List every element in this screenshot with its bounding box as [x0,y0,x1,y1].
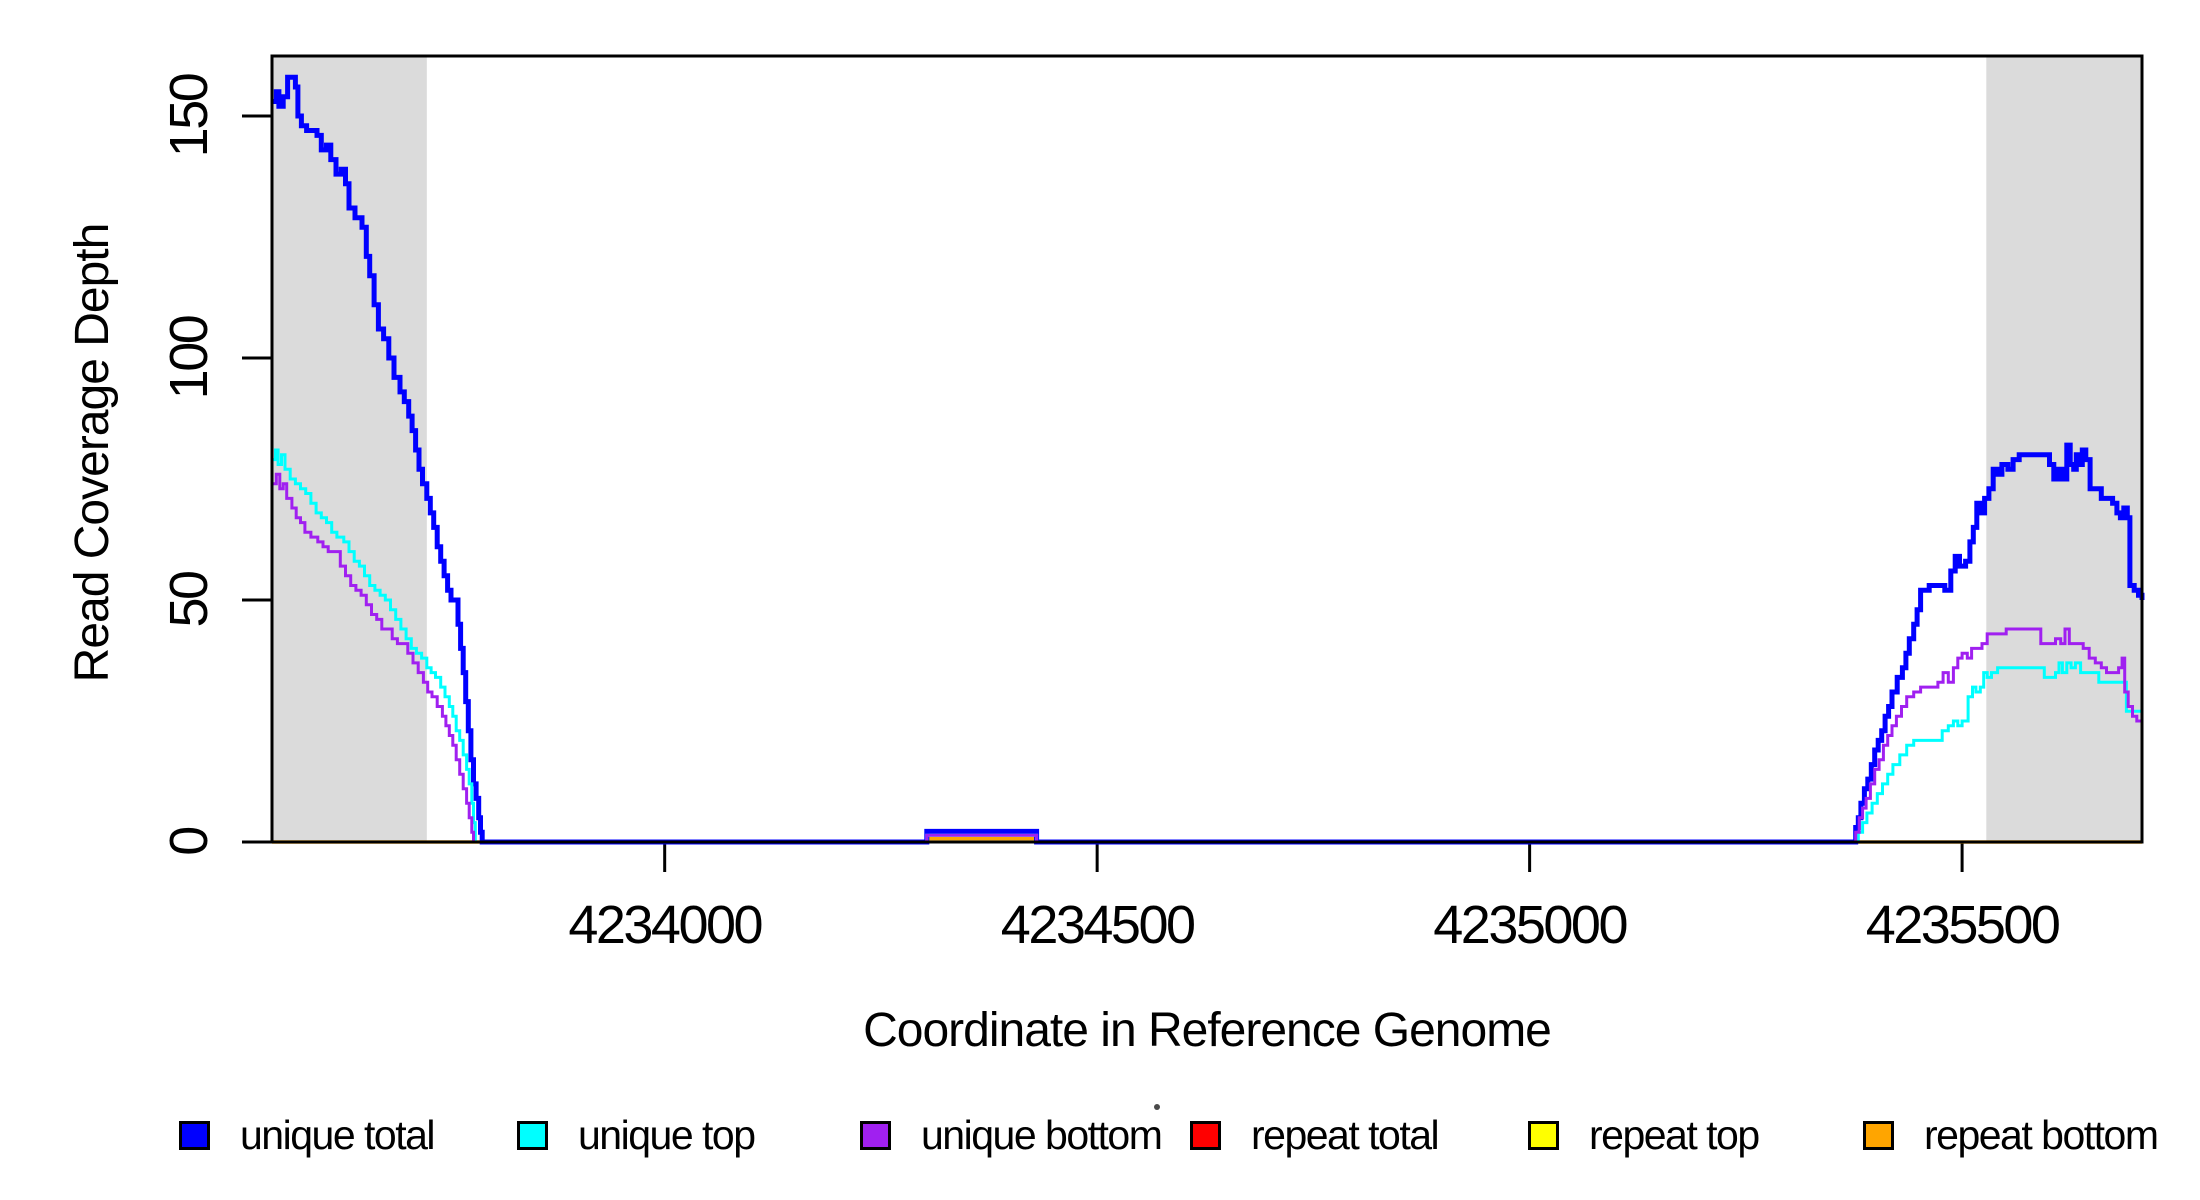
legend-swatch-unique-top [517,1120,548,1150]
x-tick-label: 4234000 [568,895,761,955]
chart-legend: unique total unique top unique bottom repea… [0,0,2200,1158]
legend-label: repeat top [1589,1111,1760,1158]
legend-label: repeat total [1251,1111,1440,1158]
stray-dot [1154,1104,1160,1110]
y-tick-label: 100 [159,316,219,399]
legend-item-repeat-total: repeat total [1190,1112,1440,1158]
plot-border [270,54,2144,844]
legend-swatch-unique-total [179,1120,210,1150]
legend-item-unique-top: unique top [517,1112,756,1158]
tick-labels: 4234000 4234500 4235000 4235500 0 50 100 150 [159,74,2061,955]
series-line-unique-total [272,74,2145,845]
legend-item-repeat-top: repeat top [1528,1112,1760,1158]
legend-label: unique total [240,1111,436,1158]
y-axis-title: Read Coverage Depth [66,224,119,683]
series-line-unique-top [272,448,2144,844]
legend-item-unique-total: unique total [179,1112,436,1158]
series-lines [272,74,2145,845]
shaded-region-left [272,56,427,842]
legend-item-repeat-bottom: repeat bottom [1863,1112,2159,1158]
x-tick-label: 4235500 [1866,895,2059,955]
legend-swatch-repeat-total [1190,1120,1221,1150]
series-line-unique-bottom [272,472,2142,844]
legend-label: unique top [578,1111,756,1158]
legend-item-unique-bottom: unique bottom [860,1112,1163,1158]
shaded-bands [272,56,2142,842]
y-tick-label: 50 [159,572,219,628]
shaded-region-right [1986,56,2142,842]
legend-swatch-unique-bottom [860,1120,891,1150]
legend-label: repeat bottom [1924,1111,2159,1158]
legend-swatch-repeat-top [1528,1120,1559,1150]
legend-swatch-repeat-bottom [1863,1120,1894,1150]
x-axis-title: Coordinate in Reference Genome [863,1004,1551,1057]
y-tick-label: 150 [159,74,219,157]
x-tick-label: 4234500 [1001,895,1194,955]
legend-label: unique bottom [921,1111,1163,1158]
axis-ticks [242,114,1964,872]
y-tick-label: 0 [159,828,219,856]
x-tick-label: 4235000 [1433,895,1626,955]
